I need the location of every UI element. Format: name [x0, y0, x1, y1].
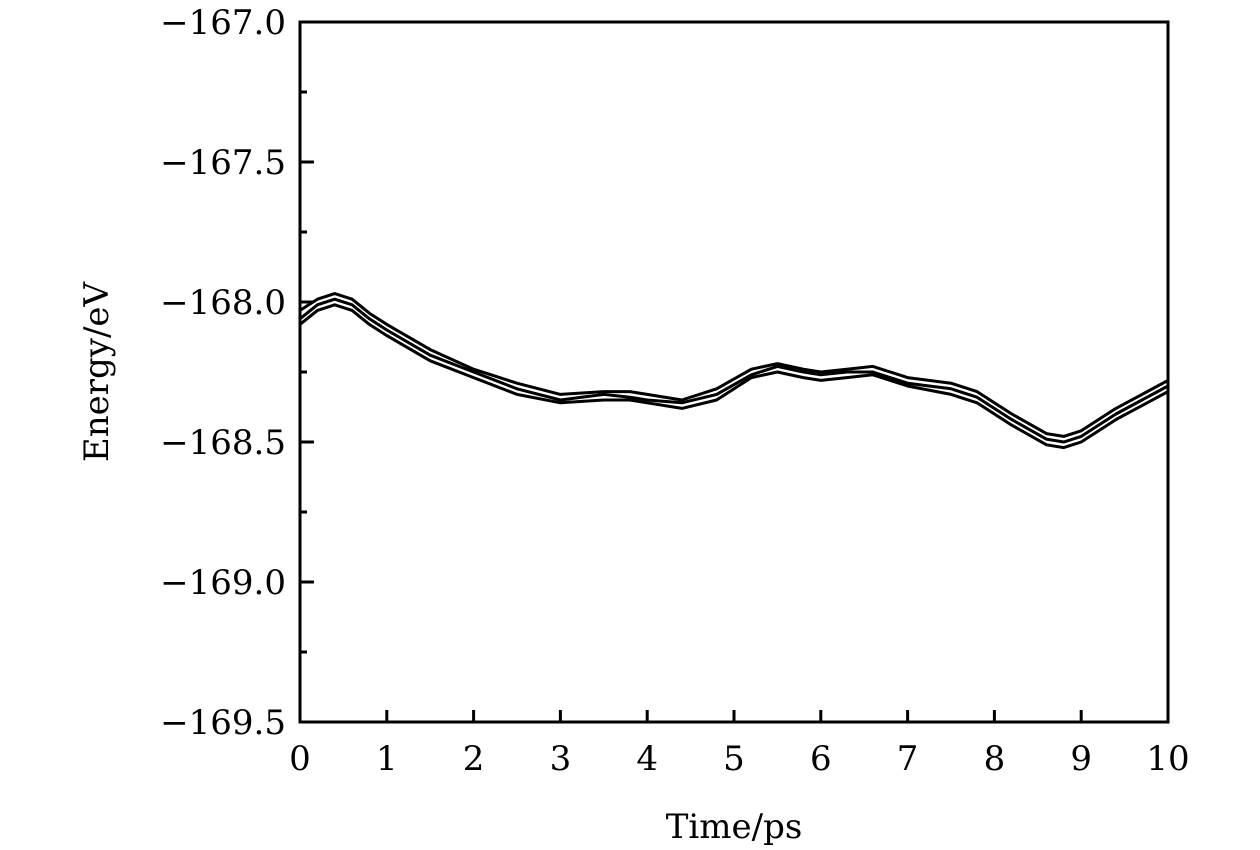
- y-tick-label: −167.5: [160, 143, 286, 183]
- x-tick-label: 0: [289, 739, 311, 779]
- x-tick-label: 5: [723, 739, 745, 779]
- x-tick-label: 9: [1070, 739, 1092, 779]
- x-tick-label: 6: [810, 739, 832, 779]
- y-axis-title: Energy/eV: [77, 280, 117, 462]
- series-group: [298, 292, 1170, 450]
- x-axis: 0 1 2 3 4 5 6 7 8 9 10: [289, 710, 1190, 779]
- x-tick-label: 2: [463, 739, 485, 779]
- series-line-1: [298, 292, 1170, 438]
- series-line-2: [298, 297, 1170, 444]
- x-tick-label: 7: [897, 739, 919, 779]
- y-tick-label: −169.5: [160, 703, 286, 743]
- plot-frame: [298, 20, 1170, 724]
- y-axis: −167.0 −167.5 −168.0 −168.5 −169.0 −169.5: [160, 3, 314, 743]
- series-line-3: [298, 303, 1170, 450]
- x-tick-label: 8: [984, 739, 1006, 779]
- y-tick-label: −168.0: [160, 283, 286, 323]
- y-tick-label: −168.5: [160, 423, 286, 463]
- x-tick-label: 10: [1146, 739, 1189, 779]
- x-tick-label: 3: [550, 739, 572, 779]
- x-axis-title: Time/ps: [666, 807, 803, 847]
- y-tick-label: −169.0: [160, 563, 286, 603]
- y-tick-label: −167.0: [160, 3, 286, 43]
- x-tick-label: 4: [636, 739, 658, 779]
- x-tick-label: 1: [376, 739, 398, 779]
